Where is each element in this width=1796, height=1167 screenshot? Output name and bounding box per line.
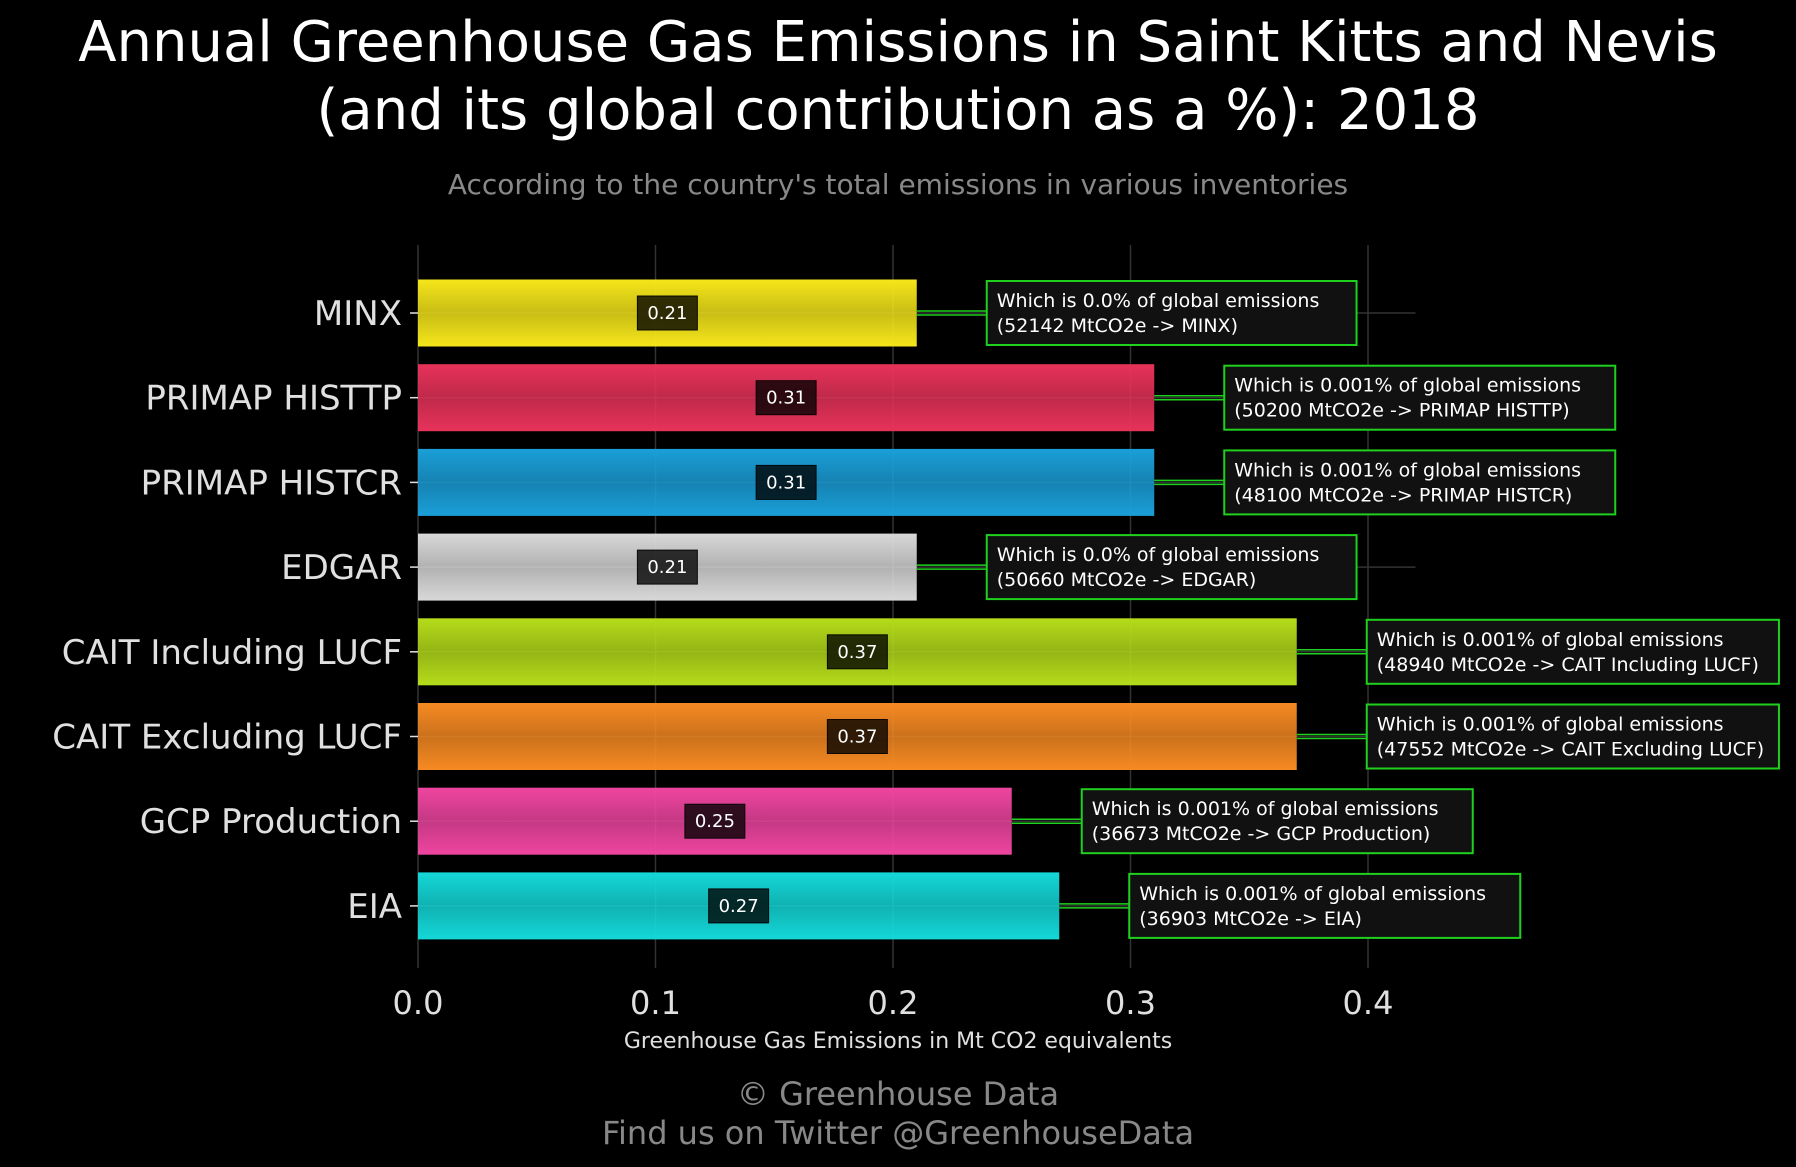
y-tick-label: PRIMAP HISTTP <box>145 379 402 419</box>
twitter-credit: Find us on Twitter @GreenhouseData <box>601 1114 1195 1152</box>
annotation-line-1: Which is 0.001% of global emissions <box>1092 798 1439 820</box>
value-label-box <box>755 464 817 500</box>
annotation-box <box>1128 872 1522 939</box>
value-label: 0.31 <box>766 472 806 493</box>
axes: MINX PRIMAP HISTTP PRIMAP HISTCR EDGAR CAIT … <box>52 294 1393 1054</box>
annotation-box <box>1223 449 1617 516</box>
annotation-box <box>1365 703 1780 770</box>
annotation-line-1: Which is 0.001% of global emissions <box>1234 459 1581 481</box>
annotation-line-2: (52142 MtCO2e -> MINX) <box>997 315 1238 337</box>
y-tick-label: CAIT Excluding LUCF <box>52 718 402 758</box>
x-tick-label: 0.2 <box>868 984 919 1022</box>
value-label: 0.31 <box>766 388 806 409</box>
y-tick-label: MINX <box>314 294 402 334</box>
copyright-text: © Greenhouse Data <box>736 1075 1060 1113</box>
annotation-box <box>985 280 1358 346</box>
grid-lines <box>417 245 1416 968</box>
annotation-line-1: Which is 0.001% of global emissions <box>1377 629 1724 651</box>
value-label-box <box>636 549 698 585</box>
annotation-line-2: (36903 MtCO2e -> EIA) <box>1139 908 1362 930</box>
value-label: 0.37 <box>837 642 877 663</box>
annotation-box <box>1080 788 1474 855</box>
y-tick-label: PRIMAP HISTCR <box>141 463 402 503</box>
value-label: 0.21 <box>647 303 687 324</box>
annotation-line-1: Which is 0.0% of global emissions <box>997 290 1320 312</box>
annotation-line-1: Which is 0.0% of global emissions <box>997 544 1320 566</box>
x-tick-label: 0.0 <box>393 984 444 1022</box>
annotation-line-2: (50660 MtCO2e -> EDGAR) <box>997 569 1257 591</box>
annotation-line-2: (48940 MtCO2e -> CAIT Including LUCF) <box>1377 654 1759 676</box>
y-tick-label: GCP Production <box>140 802 402 842</box>
annotation-line-2: (47552 MtCO2e -> CAIT Excluding LUCF) <box>1377 739 1764 761</box>
x-tick-label: 0.3 <box>1105 984 1156 1022</box>
value-label-box <box>708 888 770 924</box>
annotations: Which is 0.0% of global emissions (52142 … <box>916 280 1780 939</box>
x-axis-label: Greenhouse Gas Emissions in Mt CO2 equiv… <box>624 1029 1172 1054</box>
annotation-line-2: (48100 MtCO2e -> PRIMAP HISTCR) <box>1234 484 1572 506</box>
chart-subtitle: According to the country's total emissio… <box>447 168 1349 201</box>
annotation-box <box>985 534 1358 601</box>
annotation-box <box>1223 364 1617 431</box>
value-label-box <box>684 803 746 839</box>
value-label-box <box>826 634 888 670</box>
value-label-box <box>755 380 817 416</box>
chart-title-line-1: Annual Greenhouse Gas Emissions in Saint… <box>78 10 1718 75</box>
y-tick-label: EDGAR <box>281 548 402 588</box>
annotation-line-2: (50200 MtCO2e -> PRIMAP HISTTP) <box>1234 400 1569 422</box>
value-label-box <box>636 295 698 331</box>
annotation-line-1: Which is 0.001% of global emissions <box>1139 883 1486 905</box>
y-tick-label: CAIT Including LUCF <box>62 633 402 673</box>
x-tick-label: 0.4 <box>1343 984 1394 1022</box>
value-label: 0.27 <box>719 896 759 917</box>
annotation-line-1: Which is 0.001% of global emissions <box>1377 714 1724 736</box>
annotation-line-2: (36673 MtCO2e -> GCP Production) <box>1092 823 1431 845</box>
bars: 0.21 0.31 0.31 0.21 0.37 0.37 0.25 0.27 <box>418 279 1297 940</box>
chart-title-line-2: (and its global contribution as a %): 20… <box>316 78 1480 143</box>
annotation-line-1: Which is 0.001% of global emissions <box>1234 375 1581 397</box>
value-label: 0.37 <box>837 727 877 748</box>
annotation-box <box>1365 618 1780 685</box>
x-tick-label: 0.1 <box>630 984 681 1022</box>
y-tick-label: EIA <box>347 887 402 927</box>
value-label: 0.21 <box>647 557 687 578</box>
value-label: 0.25 <box>695 811 735 832</box>
value-label-box <box>826 719 888 754</box>
